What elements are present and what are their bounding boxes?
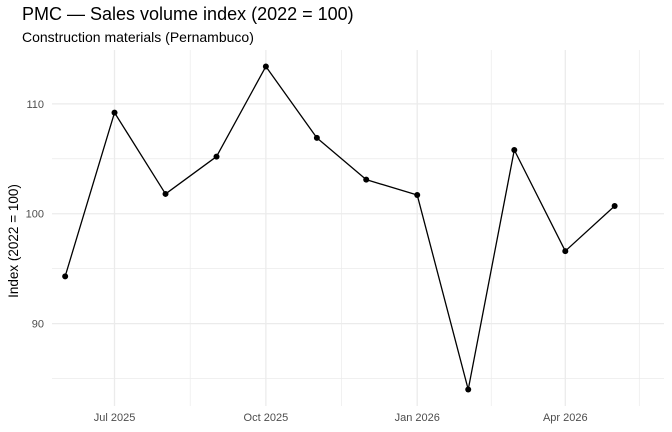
y-tick-label: 110 — [26, 99, 44, 111]
data-point — [262, 63, 269, 70]
major-gridlines — [52, 50, 664, 406]
data-point — [162, 190, 169, 197]
chart-title: PMC — Sales volume index (2022 = 100) — [22, 4, 354, 24]
y-axis-title: Index (2022 = 100) — [6, 184, 21, 298]
data-point — [562, 248, 569, 255]
y-tick-label: 100 — [26, 209, 44, 221]
series-layer — [64, 65, 616, 391]
y-tick-label: 90 — [32, 319, 44, 331]
y-axis-ticks: 90 100 110 — [26, 99, 44, 331]
data-point — [611, 203, 618, 210]
x-tick-label: Jan 2026 — [395, 412, 440, 424]
data-point — [111, 109, 118, 116]
x-tick-label: Oct 2025 — [244, 412, 289, 424]
data-point — [465, 386, 472, 393]
data-point — [414, 192, 421, 199]
data-point — [511, 146, 518, 153]
x-tick-label: Apr 2026 — [543, 412, 588, 424]
x-tick-label: Jul 2025 — [94, 412, 136, 424]
chart-subtitle: Construction materials (Pernambuco) — [22, 29, 254, 45]
minor-gridlines — [52, 50, 664, 406]
data-point — [213, 153, 220, 160]
data-points — [62, 63, 618, 393]
x-axis-ticks: Jul 2025 Oct 2025 Jan 2026 Apr 2026 — [94, 412, 588, 424]
data-point — [62, 273, 69, 280]
series-line — [64, 65, 616, 391]
data-point — [313, 134, 320, 141]
data-point — [363, 176, 370, 183]
